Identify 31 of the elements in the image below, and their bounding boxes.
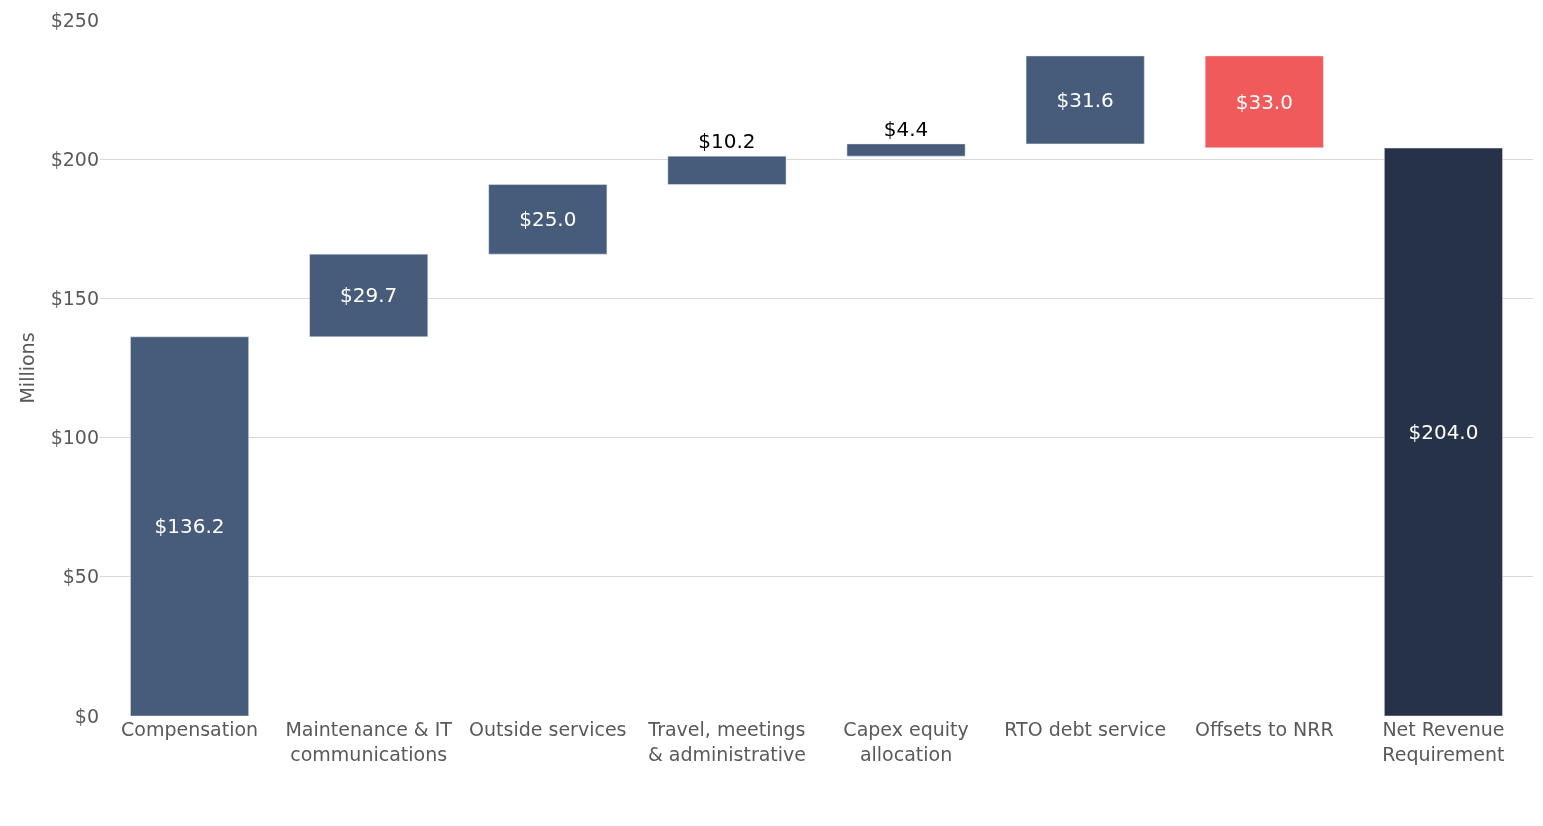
data-label: $136.2 bbox=[154, 514, 225, 539]
bar bbox=[1204, 55, 1324, 149]
data-label: $31.6 bbox=[1056, 87, 1114, 112]
data-label: $29.7 bbox=[340, 283, 398, 308]
x-tick-label: Offsets to NRR bbox=[1194, 718, 1334, 740]
data-label: $4.4 bbox=[883, 116, 929, 141]
x-tick-label: Travel, meetings & administrative bbox=[647, 718, 807, 765]
bar bbox=[667, 155, 787, 185]
y-tick-label: $150 bbox=[50, 287, 99, 310]
x-tick-label: Compensation bbox=[120, 718, 259, 740]
x-tick-label: Maintenance & IT communications bbox=[285, 718, 453, 765]
bar bbox=[309, 253, 429, 338]
bar bbox=[1384, 147, 1503, 716]
y-tick-label: $200 bbox=[50, 147, 99, 170]
x-tick-label: Outside services bbox=[469, 718, 627, 740]
data-label: $33.0 bbox=[1235, 89, 1293, 114]
bar bbox=[846, 143, 966, 157]
data-label: $204.0 bbox=[1408, 420, 1479, 445]
y-tick-label: $0 bbox=[74, 704, 99, 727]
y-tick-label: $50 bbox=[62, 565, 99, 588]
y-tick-label: $100 bbox=[50, 426, 99, 449]
bar bbox=[1025, 55, 1145, 145]
bar bbox=[488, 184, 608, 255]
data-label: $25.0 bbox=[519, 207, 577, 232]
x-tick-label: Capex equity allocation bbox=[843, 718, 969, 765]
x-tick-label: Net Revenue Requirement bbox=[1382, 718, 1505, 765]
y-axis-title: Millions bbox=[16, 332, 39, 404]
x-tick-label: RTO debt service bbox=[1004, 718, 1167, 740]
data-label: $10.2 bbox=[698, 129, 756, 154]
y-tick-label: $250 bbox=[50, 8, 99, 31]
bar bbox=[130, 336, 249, 716]
